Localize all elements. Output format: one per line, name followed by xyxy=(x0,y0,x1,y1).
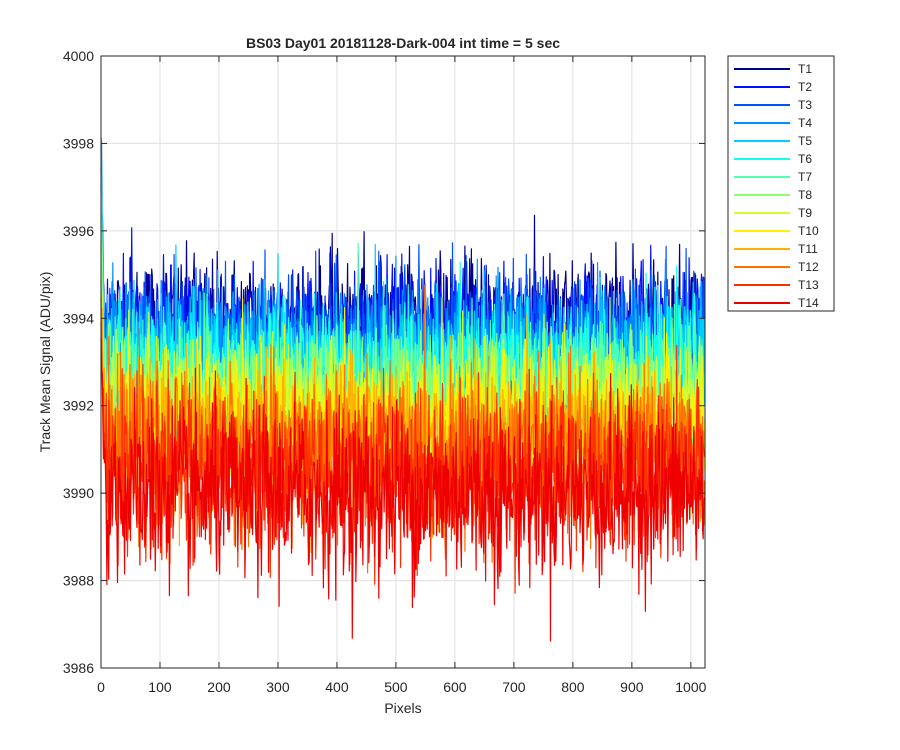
x-tick-label: 1000 xyxy=(675,679,706,695)
plot-frame xyxy=(100,55,706,669)
legend-label-t7: T7 xyxy=(798,170,812,184)
legend-box xyxy=(727,55,835,312)
x-axis-label: Pixels xyxy=(384,700,421,716)
x-tick-label: 800 xyxy=(561,679,585,695)
x-tick-label: 900 xyxy=(620,679,644,695)
y-tick-label: 4000 xyxy=(63,48,94,64)
legend-label-t2: T2 xyxy=(798,80,812,94)
y-tick-label: 3986 xyxy=(63,660,94,676)
legend-label-t5: T5 xyxy=(798,134,812,148)
axis-ticks: 0 100 200 300 400 500 600 700 800 900 1000 3986 3988… xyxy=(63,48,707,695)
y-tick-label: 3988 xyxy=(63,573,94,589)
x-tick-label: 600 xyxy=(443,679,467,695)
x-tick-label: 400 xyxy=(325,679,349,695)
x-tick-label: 500 xyxy=(384,679,408,695)
x-tick-label: 700 xyxy=(502,679,526,695)
legend-label-t3: T3 xyxy=(798,98,812,112)
y-tick-label: 3990 xyxy=(63,485,94,501)
legend-label-t13: T13 xyxy=(798,278,819,292)
y-tick-label: 3994 xyxy=(63,310,94,326)
x-tick-label: 0 xyxy=(97,679,105,695)
legend-label-t9: T9 xyxy=(798,206,812,220)
legend: T1 T2 T3 T4 T5 T6 T7 T8 T9 T10 T11 T12 T13 T14 xyxy=(727,55,835,312)
y-tick-label: 3992 xyxy=(63,398,94,414)
y-tick-label: 3998 xyxy=(63,135,94,151)
series-line-t14 xyxy=(100,337,705,642)
legend-label-t6: T6 xyxy=(798,152,812,166)
x-tick-label: 200 xyxy=(207,679,231,695)
legend-label-t11: T11 xyxy=(798,242,818,256)
legend-label-t10: T10 xyxy=(798,224,819,238)
y-tick-label: 3996 xyxy=(63,223,94,239)
legend-label-t8: T8 xyxy=(798,188,812,202)
legend-label-t12: T12 xyxy=(798,260,819,274)
legend-label-t4: T4 xyxy=(798,116,812,130)
x-tick-label: 300 xyxy=(266,679,290,695)
legend-label-t1: T1 xyxy=(798,62,812,76)
chart-title: BS03 Day01 20181128-Dark-004 int time = … xyxy=(246,35,560,51)
series-lines xyxy=(100,136,705,642)
x-tick-label: 100 xyxy=(148,679,172,695)
legend-label-t14: T14 xyxy=(798,296,819,310)
y-axis-label: Track Mean Signal (ADU/pix) xyxy=(37,272,53,453)
